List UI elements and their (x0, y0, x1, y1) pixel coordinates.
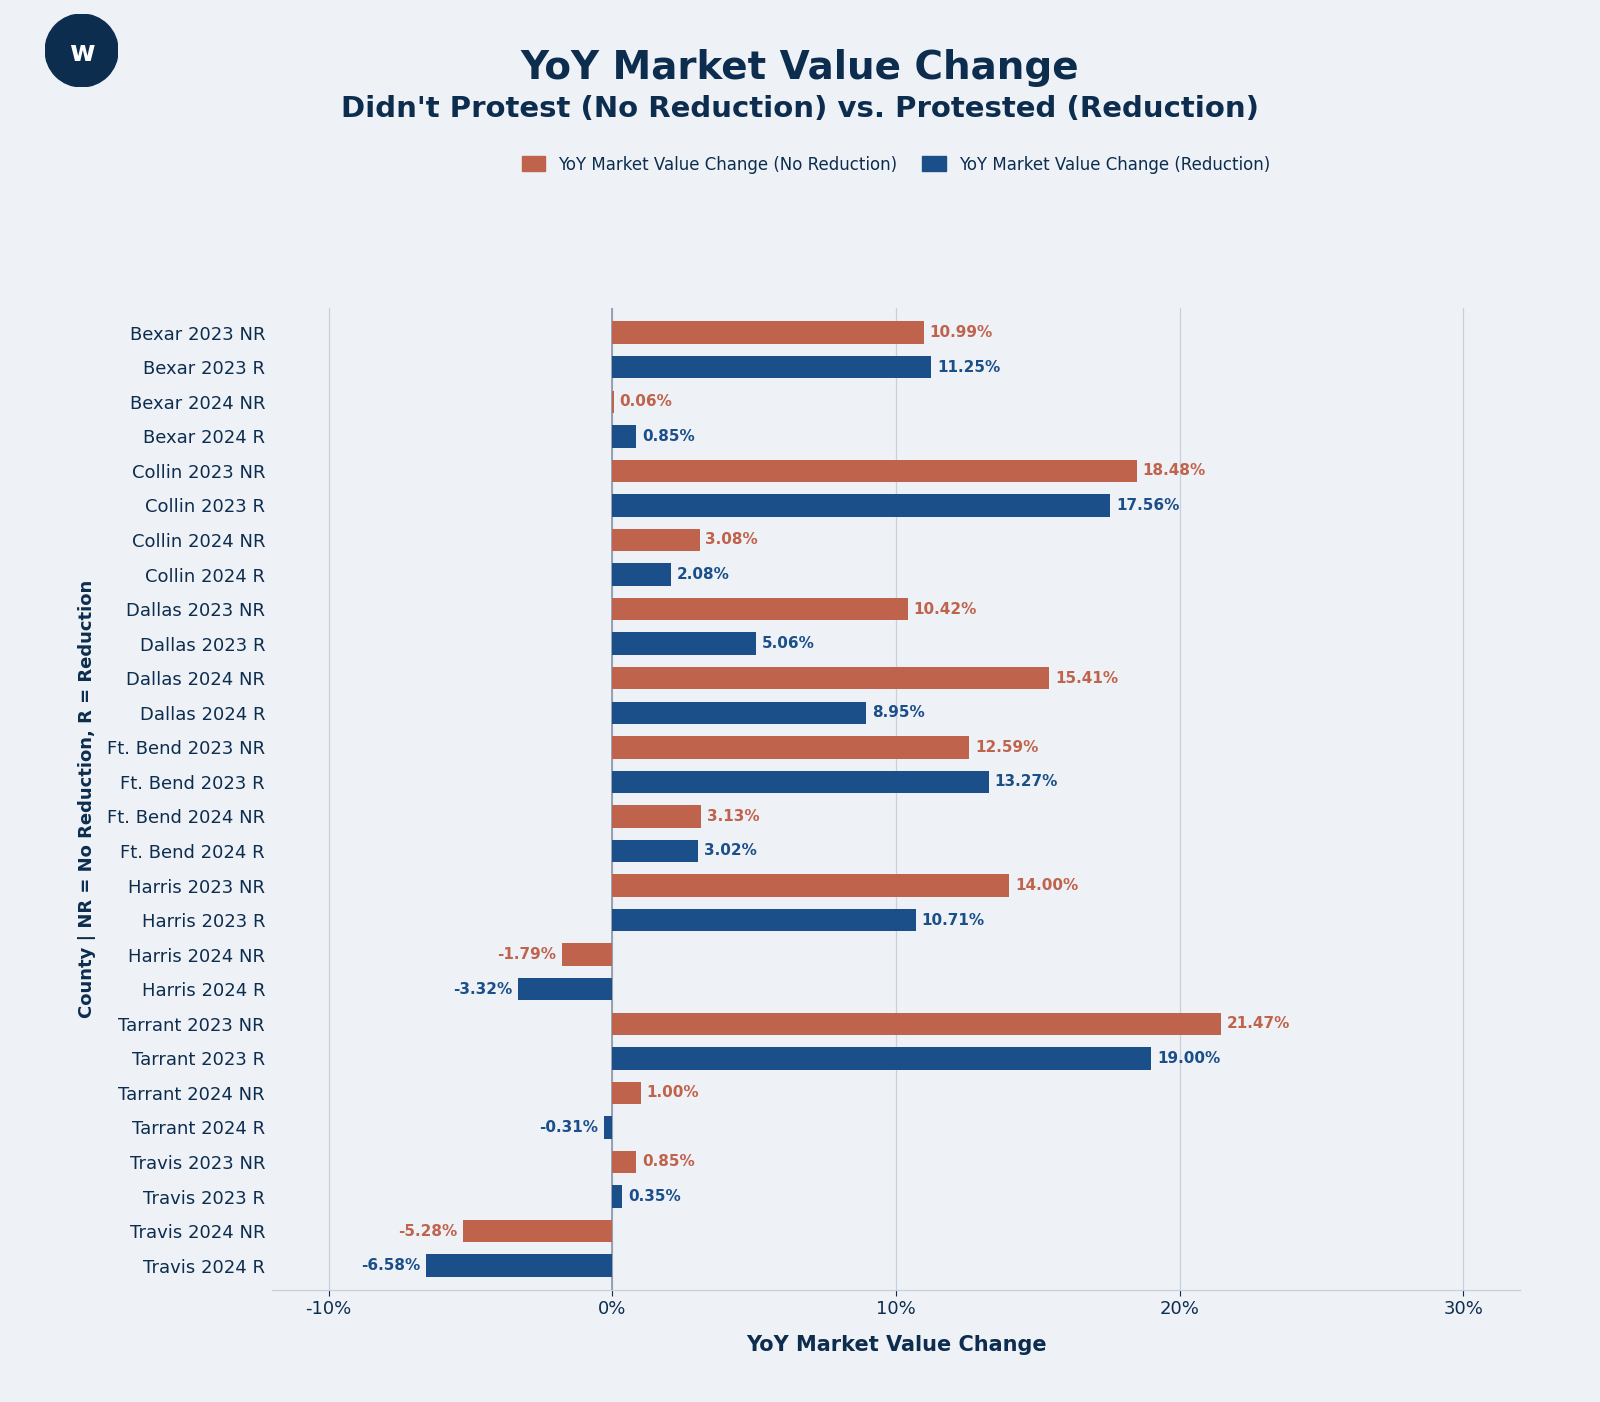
Bar (613, 875, 1010, 897)
Y-axis label: County | NR = No Reduction, R = Reduction: County | NR = No Reduction, R = Reductio… (78, 580, 96, 1018)
Circle shape (45, 14, 118, 87)
Text: 5.06%: 5.06% (762, 637, 814, 651)
Bar (613, 494, 1110, 517)
Bar (613, 771, 989, 794)
Text: 12.59%: 12.59% (974, 740, 1038, 754)
Bar (613, 701, 866, 723)
Text: 0.85%: 0.85% (642, 1154, 694, 1169)
Bar (613, 391, 614, 414)
Text: 10.42%: 10.42% (914, 601, 978, 617)
Bar (462, 1220, 613, 1242)
Text: -3.32%: -3.32% (453, 981, 512, 997)
Text: 2.08%: 2.08% (677, 566, 730, 582)
Text: YoY Market Value Change: YoY Market Value Change (520, 49, 1080, 87)
Bar (613, 1047, 1152, 1070)
Text: 17.56%: 17.56% (1117, 498, 1179, 513)
Text: 10.71%: 10.71% (922, 913, 986, 928)
Bar (613, 1185, 622, 1207)
Text: 21.47%: 21.47% (1227, 1016, 1290, 1032)
Text: Didn't Protest (No Reduction) vs. Protested (Reduction): Didn't Protest (No Reduction) vs. Protes… (341, 95, 1259, 123)
Legend: YoY Market Value Change (No Reduction), YoY Market Value Change (Reduction): YoY Market Value Change (No Reduction), … (522, 156, 1270, 174)
Bar (518, 979, 613, 1001)
Bar (613, 840, 698, 862)
Text: 3.02%: 3.02% (704, 844, 757, 858)
Bar (613, 529, 699, 551)
Text: 11.25%: 11.25% (938, 360, 1000, 374)
Text: -0.31%: -0.31% (539, 1120, 598, 1136)
Text: 1.00%: 1.00% (646, 1085, 699, 1101)
Bar (613, 1081, 640, 1105)
Bar (613, 597, 907, 620)
Bar (613, 425, 637, 447)
Bar (613, 321, 925, 343)
Text: w: w (69, 39, 94, 67)
Text: 15.41%: 15.41% (1054, 670, 1118, 686)
Text: -5.28%: -5.28% (398, 1224, 458, 1238)
Bar (613, 1151, 637, 1173)
Bar (613, 908, 917, 931)
Bar (613, 805, 701, 827)
Bar (613, 356, 931, 379)
Bar (613, 1012, 1221, 1035)
Text: 8.95%: 8.95% (872, 705, 925, 721)
Text: 0.85%: 0.85% (642, 429, 694, 444)
Bar (613, 564, 672, 586)
Text: 0.35%: 0.35% (627, 1189, 680, 1204)
Bar (426, 1255, 613, 1277)
Text: 18.48%: 18.48% (1142, 463, 1205, 478)
Bar (613, 667, 1050, 690)
Bar (613, 736, 970, 758)
Text: 10.99%: 10.99% (930, 325, 994, 341)
Text: 3.08%: 3.08% (706, 533, 758, 547)
X-axis label: YoY Market Value Change: YoY Market Value Change (746, 1335, 1046, 1354)
Text: 13.27%: 13.27% (995, 774, 1058, 789)
Bar (603, 1116, 613, 1138)
Text: -6.58%: -6.58% (362, 1258, 421, 1273)
Text: -1.79%: -1.79% (498, 948, 555, 962)
Text: 19.00%: 19.00% (1157, 1052, 1221, 1066)
Text: 0.06%: 0.06% (619, 394, 672, 409)
Bar (613, 632, 755, 655)
Text: 14.00%: 14.00% (1014, 878, 1078, 893)
Bar (562, 944, 613, 966)
Text: 3.13%: 3.13% (707, 809, 760, 824)
Bar (613, 460, 1136, 482)
